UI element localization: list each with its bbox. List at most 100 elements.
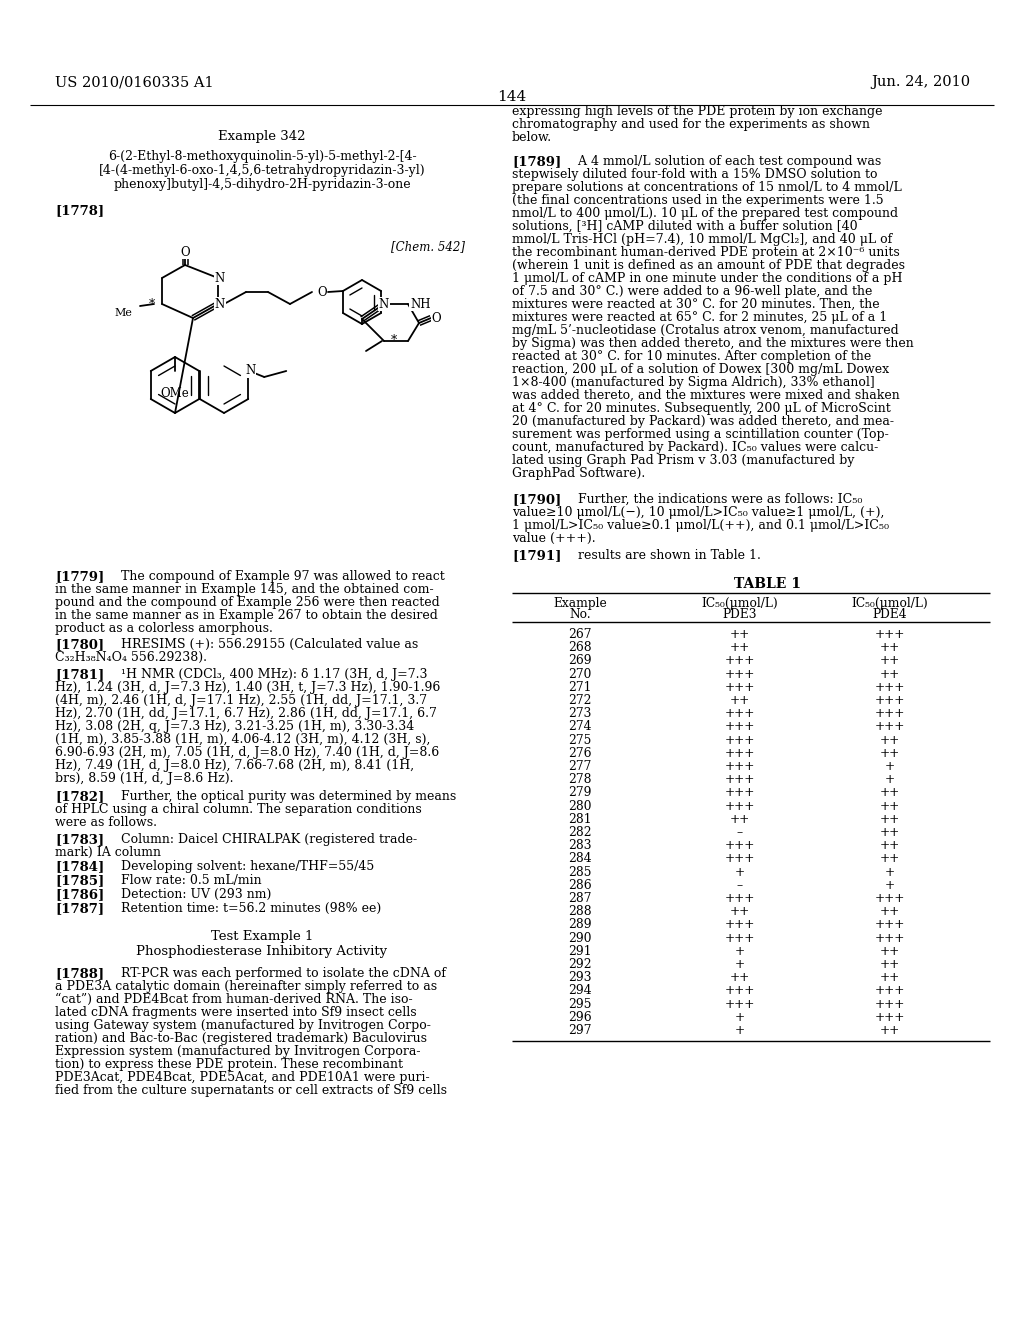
Text: 287: 287	[568, 892, 592, 906]
Text: HRESIMS (+): 556.29155 (Calculated value as: HRESIMS (+): 556.29155 (Calculated value…	[105, 638, 418, 651]
Text: +++: +++	[874, 708, 905, 721]
Text: mixtures were reacted at 65° C. for 2 minutes, 25 μL of a 1: mixtures were reacted at 65° C. for 2 mi…	[512, 312, 887, 323]
Text: 269: 269	[568, 655, 592, 668]
Text: Detection: UV (293 nm): Detection: UV (293 nm)	[105, 888, 271, 902]
Text: 6-(2-Ethyl-8-methoxyquinolin-5-yl)-5-methyl-2-[4-: 6-(2-Ethyl-8-methoxyquinolin-5-yl)-5-met…	[108, 150, 417, 162]
Text: PDE3Acat, PDE4Bcat, PDE5Acat, and PDE10A1 were puri-: PDE3Acat, PDE4Bcat, PDE5Acat, and PDE10A…	[55, 1071, 430, 1084]
Text: (4H, m), 2.46 (1H, d, J=17.1 Hz), 2.55 (1H, dd, J=17.1, 3.7: (4H, m), 2.46 (1H, d, J=17.1 Hz), 2.55 (…	[55, 694, 427, 708]
Text: N: N	[215, 297, 225, 310]
Text: 1 μmol/L of cAMP in one minute under the conditions of a pH: 1 μmol/L of cAMP in one minute under the…	[512, 272, 902, 285]
Text: Flow rate: 0.5 mL/min: Flow rate: 0.5 mL/min	[105, 874, 261, 887]
Text: OMe: OMe	[161, 387, 189, 400]
Text: PDE3: PDE3	[723, 609, 758, 620]
Text: ++: ++	[880, 747, 900, 760]
Text: 291: 291	[568, 945, 592, 958]
Text: ++: ++	[730, 813, 751, 826]
Text: 284: 284	[568, 853, 592, 866]
Text: ++: ++	[880, 668, 900, 681]
Text: Expression system (manufactured by Invitrogen Corpora-: Expression system (manufactured by Invit…	[55, 1045, 421, 1059]
Text: +++: +++	[874, 1011, 905, 1024]
Text: below.: below.	[512, 131, 552, 144]
Text: O: O	[180, 246, 189, 259]
Text: +++: +++	[725, 760, 755, 774]
Text: reacted at 30° C. for 10 minutes. After completion of the: reacted at 30° C. for 10 minutes. After …	[512, 350, 871, 363]
Text: tion) to express these PDE protein. These recombinant: tion) to express these PDE protein. Thes…	[55, 1059, 403, 1071]
Text: fied from the culture supernatants or cell extracts of Sf9 cells: fied from the culture supernatants or ce…	[55, 1084, 447, 1097]
Text: 271: 271	[568, 681, 592, 694]
Text: ++: ++	[730, 906, 751, 919]
Text: mg/mL 5’-nucleotidase (Crotalus atrox venom, manufactured: mg/mL 5’-nucleotidase (Crotalus atrox ve…	[512, 323, 899, 337]
Text: 270: 270	[568, 668, 592, 681]
Text: +: +	[885, 879, 895, 892]
Text: using Gateway system (manufactured by Invitrogen Corpo-: using Gateway system (manufactured by In…	[55, 1019, 431, 1032]
Text: ++: ++	[880, 800, 900, 813]
Text: 286: 286	[568, 879, 592, 892]
Text: 1×8-400 (manufactured by Sigma Aldrich), 33% ethanol]: 1×8-400 (manufactured by Sigma Aldrich),…	[512, 376, 874, 389]
Text: [Chem. 542]: [Chem. 542]	[391, 240, 465, 253]
Text: ++: ++	[880, 655, 900, 668]
Text: [4-(4-methyl-6-oxo-1,4,5,6-tetrahydropyridazin-3-yl): [4-(4-methyl-6-oxo-1,4,5,6-tetrahydropyr…	[98, 164, 425, 177]
Text: US 2010/0160335 A1: US 2010/0160335 A1	[55, 75, 214, 88]
Text: 6.90-6.93 (2H, m), 7.05 (1H, d, J=8.0 Hz), 7.40 (1H, d, J=8.6: 6.90-6.93 (2H, m), 7.05 (1H, d, J=8.0 Hz…	[55, 746, 439, 759]
Text: ++: ++	[730, 972, 751, 985]
Text: RT-PCR was each performed to isolate the cDNA of: RT-PCR was each performed to isolate the…	[105, 968, 446, 979]
Text: [1785]: [1785]	[55, 874, 104, 887]
Text: Example: Example	[553, 597, 607, 610]
Text: 267: 267	[568, 628, 592, 642]
Text: +++: +++	[725, 734, 755, 747]
Text: expressing high levels of the PDE protein by ion exchange: expressing high levels of the PDE protei…	[512, 106, 883, 117]
Text: lated using Graph Pad Prism v 3.03 (manufactured by: lated using Graph Pad Prism v 3.03 (manu…	[512, 454, 854, 467]
Text: [1780]: [1780]	[55, 638, 104, 651]
Text: O: O	[431, 312, 440, 325]
Text: ++: ++	[880, 945, 900, 958]
Text: pound and the compound of Example 256 were then reacted: pound and the compound of Example 256 we…	[55, 597, 439, 609]
Text: A 4 mmol/L solution of each test compound was: A 4 mmol/L solution of each test compoun…	[562, 154, 882, 168]
Text: +: +	[885, 866, 895, 879]
Text: phenoxy]butyl]-4,5-dihydro-2H-pyridazin-3-one: phenoxy]butyl]-4,5-dihydro-2H-pyridazin-…	[114, 178, 411, 191]
Text: 273: 273	[568, 708, 592, 721]
Text: IC₅₀(μmol/L): IC₅₀(μmol/L)	[852, 597, 929, 610]
Text: +++: +++	[725, 747, 755, 760]
Text: O: O	[317, 285, 327, 298]
Text: the recombinant human-derived PDE protein at 2×10⁻⁶ units: the recombinant human-derived PDE protei…	[512, 246, 900, 259]
Text: 275: 275	[568, 734, 592, 747]
Text: *: *	[391, 334, 397, 347]
Text: reaction, 200 μL of a solution of Dowex [300 mg/mL Dowex: reaction, 200 μL of a solution of Dowex …	[512, 363, 889, 376]
Text: in the same manner in Example 145, and the obtained com-: in the same manner in Example 145, and t…	[55, 583, 433, 597]
Text: nmol/L to 400 μmol/L). 10 μL of the prepared test compound: nmol/L to 400 μmol/L). 10 μL of the prep…	[512, 207, 898, 220]
Text: 276: 276	[568, 747, 592, 760]
Text: +: +	[735, 1011, 745, 1024]
Text: [1778]: [1778]	[55, 205, 104, 216]
Text: ++: ++	[880, 958, 900, 972]
Text: brs), 8.59 (1H, d, J=8.6 Hz).: brs), 8.59 (1H, d, J=8.6 Hz).	[55, 772, 233, 785]
Text: 277: 277	[568, 760, 592, 774]
Text: +: +	[885, 760, 895, 774]
Text: [1784]: [1784]	[55, 861, 104, 873]
Text: Further, the optical purity was determined by means: Further, the optical purity was determin…	[105, 789, 457, 803]
Text: surement was performed using a scintillation counter (Top-: surement was performed using a scintilla…	[512, 428, 889, 441]
Text: N: N	[245, 364, 255, 378]
Text: Jun. 24, 2010: Jun. 24, 2010	[870, 75, 970, 88]
Text: +++: +++	[725, 892, 755, 906]
Text: 297: 297	[568, 1024, 592, 1038]
Text: The compound of Example 97 was allowed to react: The compound of Example 97 was allowed t…	[105, 570, 444, 583]
Text: prepare solutions at concentrations of 15 nmol/L to 4 mmol/L: prepare solutions at concentrations of 1…	[512, 181, 902, 194]
Text: was added thereto, and the mixtures were mixed and shaken: was added thereto, and the mixtures were…	[512, 389, 900, 403]
Text: +++: +++	[725, 853, 755, 866]
Text: ++: ++	[880, 826, 900, 840]
Text: [1786]: [1786]	[55, 888, 104, 902]
Text: were as follows.: were as follows.	[55, 816, 157, 829]
Text: N: N	[379, 297, 389, 310]
Text: 268: 268	[568, 642, 592, 655]
Text: +++: +++	[725, 800, 755, 813]
Text: +++: +++	[874, 628, 905, 642]
Text: stepwisely diluted four-fold with a 15% DMSO solution to: stepwisely diluted four-fold with a 15% …	[512, 168, 878, 181]
Text: Hz), 7.49 (1H, d, J=8.0 Hz), 7.66-7.68 (2H, m), 8.41 (1H,: Hz), 7.49 (1H, d, J=8.0 Hz), 7.66-7.68 (…	[55, 759, 414, 772]
Text: by Sigma) was then added thereto, and the mixtures were then: by Sigma) was then added thereto, and th…	[512, 337, 913, 350]
Text: ++: ++	[880, 813, 900, 826]
Text: NH: NH	[410, 297, 430, 310]
Text: +++: +++	[874, 998, 905, 1011]
Text: +++: +++	[725, 919, 755, 932]
Text: N: N	[215, 272, 225, 285]
Text: +: +	[735, 945, 745, 958]
